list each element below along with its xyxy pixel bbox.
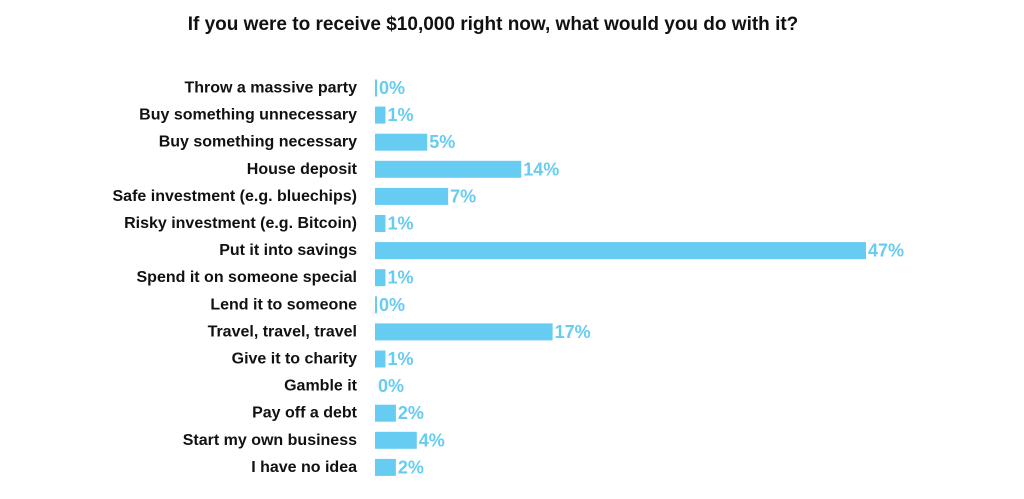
category-label: Buy something unnecessary: [139, 107, 357, 124]
bar: [375, 79, 377, 97]
value-label: 47%: [868, 241, 904, 261]
bar: [375, 242, 866, 260]
value-label: 7%: [450, 186, 476, 206]
category-label: Gamble it: [284, 378, 358, 395]
value-label: 1%: [387, 349, 413, 369]
bar: [375, 458, 396, 476]
chart-title: If you were to receive $10,000 right now…: [187, 14, 799, 35]
value-label: 0%: [379, 295, 405, 315]
category-label: Travel, travel, travel: [208, 323, 357, 340]
category-label: Start my own business: [183, 432, 357, 449]
bar: [375, 106, 386, 124]
category-label: House deposit: [247, 161, 358, 178]
category-label: Pay off a debt: [252, 405, 358, 422]
bar: [375, 215, 386, 232]
category-label: Safe investment (e.g. bluechips): [113, 188, 358, 205]
category-label: Throw a massive party: [184, 80, 357, 97]
category-label: Risky investment (e.g. Bitcoin): [124, 215, 357, 232]
value-label: 17%: [555, 322, 591, 342]
value-label: 5%: [429, 132, 455, 152]
bar: [375, 431, 417, 449]
bar: [375, 187, 449, 205]
value-label: 4%: [419, 430, 445, 450]
bar: [375, 404, 396, 422]
bar: [375, 269, 386, 287]
bar: [375, 296, 377, 314]
category-label: Spend it on someone special: [137, 269, 358, 286]
category-label: Buy something necessary: [159, 134, 357, 151]
bar: [375, 323, 553, 341]
value-label: 14%: [523, 159, 559, 179]
category-label: I have no idea: [251, 459, 357, 476]
category-label: Give it to charity: [232, 351, 357, 368]
value-label: 1%: [387, 214, 413, 234]
value-label: 1%: [387, 105, 413, 125]
value-label: 2%: [398, 457, 424, 477]
bar: [375, 350, 386, 368]
category-label: Put it into savings: [219, 242, 357, 259]
value-label: 0%: [378, 376, 404, 396]
category-label: Lend it to someone: [210, 296, 357, 313]
value-label: 1%: [387, 268, 413, 288]
value-label: 2%: [398, 403, 424, 423]
bar: [375, 133, 428, 151]
bars-layer: Throw a massive party 0% Buy something unn…: [113, 78, 905, 477]
value-label: 0%: [379, 78, 405, 98]
bar: [375, 160, 522, 178]
